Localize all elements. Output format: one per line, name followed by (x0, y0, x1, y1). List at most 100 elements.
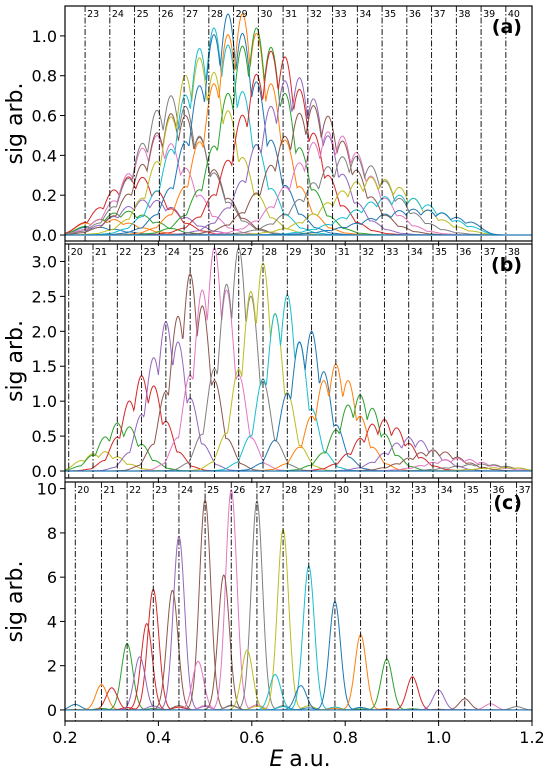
harmonic-label-35: 35 (467, 485, 479, 496)
y-tick-label: 6 (47, 568, 57, 587)
harmonic-label-25: 25 (192, 247, 204, 258)
y-tick-label: 0.0 (32, 226, 57, 245)
harmonic-label-37: 37 (434, 9, 446, 20)
secondary-peak-4 (153, 589, 192, 710)
harmonic-label-26: 26 (161, 9, 173, 20)
harmonic-label-30: 30 (337, 485, 349, 496)
series-line-13 (65, 27, 532, 236)
secondary-peak-9 (282, 685, 320, 711)
harmonic-label-23: 23 (87, 9, 99, 20)
x-tick-label: 0.2 (52, 728, 77, 747)
harmonic-label-34: 34 (359, 9, 371, 20)
harmonic-label-33: 33 (414, 485, 426, 496)
series-line-3 (65, 375, 532, 472)
axes-frame (64, 481, 533, 722)
plot-area (65, 488, 532, 711)
y-tick-label: 10 (37, 480, 57, 499)
harmonic-label-27: 27 (186, 9, 198, 20)
y-tick-label: 0 (47, 701, 57, 720)
x-axis-unit: a.u. (289, 747, 330, 772)
y-tick-label: 3.0 (32, 252, 57, 271)
harmonic-label-23: 23 (155, 485, 167, 496)
secondary-peak-7 (228, 649, 266, 711)
harmonic-label-25: 25 (137, 9, 149, 20)
harmonic-label-26: 26 (233, 485, 245, 496)
series-line-11 (65, 13, 532, 236)
x-tick-label: 1.2 (519, 728, 544, 747)
y-tick-label: 2.0 (32, 322, 57, 341)
y-tick-label: 2.5 (32, 287, 57, 306)
harmonic-label-31: 31 (285, 9, 297, 20)
harmonic-label-34: 34 (411, 247, 423, 258)
x-tick-label: 0.8 (332, 728, 357, 747)
x-tick-label: 0.4 (146, 728, 171, 747)
harmonic-label-29: 29 (236, 9, 248, 20)
plot-area (65, 13, 532, 236)
y-axis-title: sig arb. (3, 82, 28, 164)
harmonic-label-27: 27 (241, 247, 253, 258)
panel-label: (a) (492, 16, 522, 38)
harmonic-label-31: 31 (338, 247, 350, 258)
harmonic-label-21: 21 (103, 485, 115, 496)
harmonic-label-32: 32 (362, 247, 374, 258)
secondary-peak-1 (92, 687, 131, 711)
harmonic-label-20: 20 (71, 247, 83, 258)
secondary-peak-6 (204, 574, 243, 710)
y-tick-label: 2 (47, 657, 57, 676)
harmonic-label-37: 37 (519, 485, 531, 496)
harmonic-label-32: 32 (310, 9, 322, 20)
harmonic-label-22: 22 (119, 247, 131, 258)
series-line-15 (65, 77, 532, 236)
panel-label: (c) (493, 492, 522, 514)
harmonic-label-28: 28 (265, 247, 277, 258)
series-line-4 (65, 588, 532, 711)
harmonic-label-38: 38 (508, 247, 520, 258)
y-tick-label: 0.5 (32, 427, 57, 446)
y-tick-label: 0.6 (32, 107, 57, 126)
harmonic-label-23: 23 (144, 247, 156, 258)
harmonic-label-36: 36 (459, 247, 471, 258)
harmonic-label-28: 28 (211, 9, 223, 20)
harmonic-label-20: 20 (77, 485, 89, 496)
y-tick-label: 0.8 (32, 67, 57, 86)
harmonic-label-29: 29 (311, 485, 323, 496)
y-tick-label: 0.0 (32, 462, 57, 481)
plot-area (65, 246, 532, 472)
y-axis-title: sig arb. (3, 320, 28, 402)
series-line-7 (65, 113, 532, 236)
y-tick-label: 1.0 (32, 27, 57, 46)
harmonic-label-28: 28 (285, 485, 297, 496)
harmonic-label-31: 31 (363, 485, 375, 496)
harmonic-label-30: 30 (314, 247, 326, 258)
x-tick-label: 1.0 (426, 728, 451, 747)
series-line-13 (65, 418, 532, 472)
harmonic-label-35: 35 (384, 9, 396, 20)
harmonic-label-21: 21 (95, 247, 107, 258)
harmonic-label-34: 34 (441, 485, 453, 496)
secondary-peak-5 (179, 660, 217, 711)
harmonic-label-24: 24 (112, 9, 124, 20)
harmonic-label-24: 24 (168, 247, 180, 258)
harmonic-label-36: 36 (492, 485, 504, 496)
y-tick-label: 4 (47, 612, 57, 631)
harmonic-label-30: 30 (260, 9, 272, 20)
harmonic-label-37: 37 (484, 247, 496, 258)
panel-c: 20 21 22 23 24 25 26 27 28 29 30 31 32 33 34 35 36 370246… (3, 480, 545, 747)
series-line-10 (65, 27, 532, 236)
series-line-12 (65, 13, 532, 236)
y-tick-label: 1.5 (32, 357, 57, 376)
harmonic-label-29: 29 (289, 247, 301, 258)
secondary-peak-8 (256, 674, 294, 711)
axes-frame (64, 243, 533, 479)
harmonic-label-35: 35 (435, 247, 447, 258)
harmonic-label-27: 27 (259, 485, 271, 496)
secondary-peak-3 (127, 623, 166, 711)
harmonic-label-25: 25 (207, 485, 219, 496)
harmonic-label-36: 36 (409, 9, 421, 20)
x-tick-label: 0.6 (239, 728, 264, 747)
y-tick-label: 0.2 (32, 186, 57, 205)
x-axis-var: E (269, 747, 283, 772)
series-line-8 (65, 262, 532, 472)
panel-a: 23 24 25 26 27 28 29 30 31 32 33 34 35 36 37 38 39 40 0.0 0… (3, 5, 533, 246)
series-line-7 (65, 488, 532, 711)
